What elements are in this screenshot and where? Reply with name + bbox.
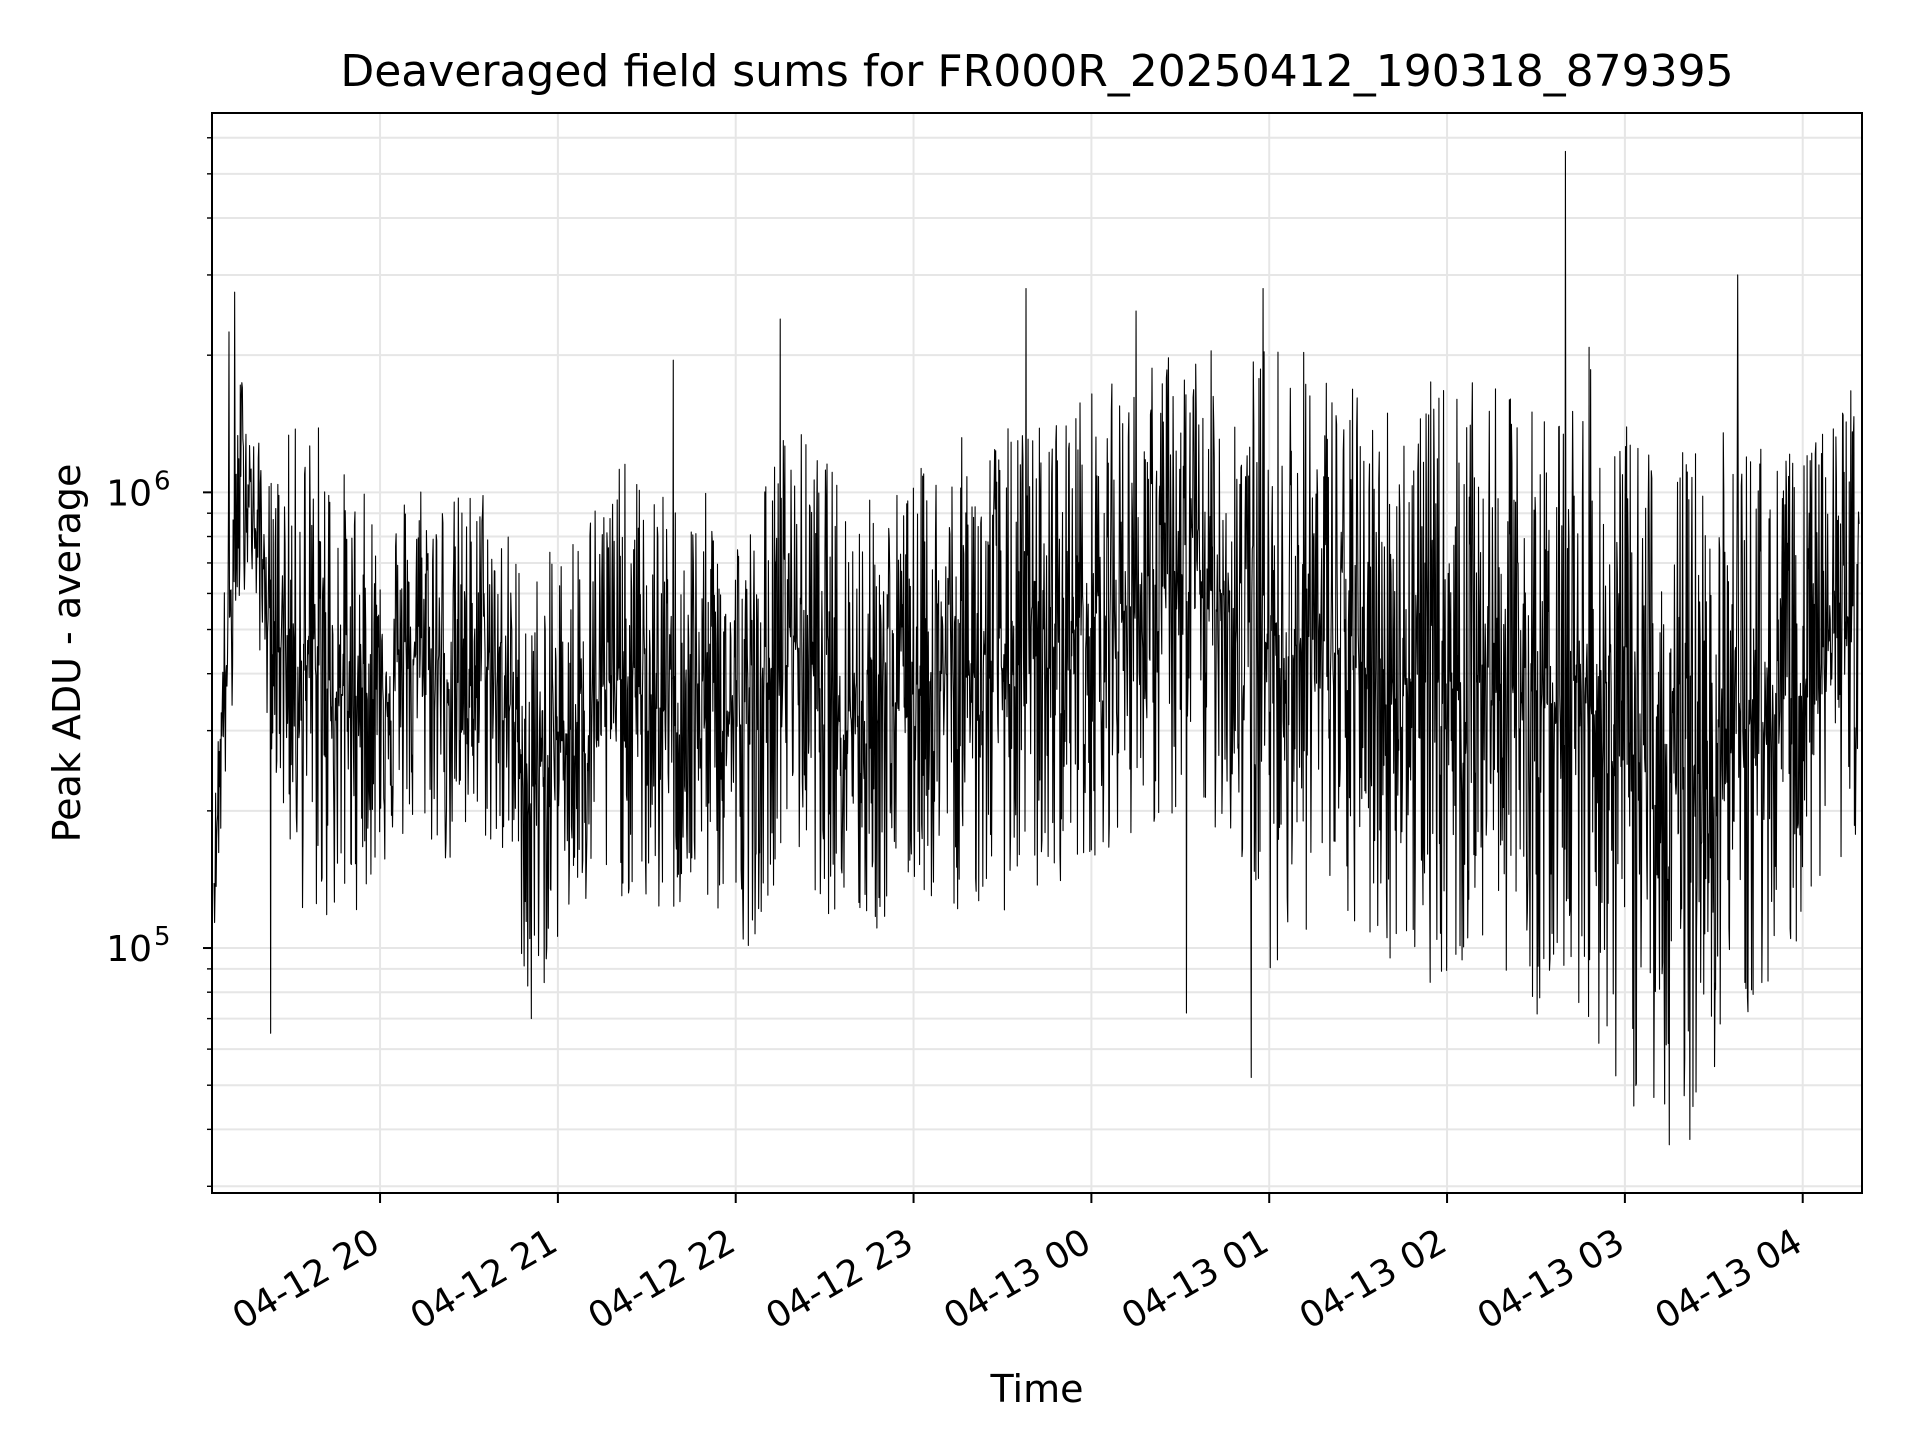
x-axis-label: Time — [990, 1367, 1084, 1411]
y-tick-label: 10 — [106, 473, 152, 514]
y-axis-label: Peak ADU - average — [45, 464, 89, 843]
y-tick-exponent: 6 — [154, 466, 171, 496]
y-tick-label: 10 — [106, 929, 152, 970]
series-line — [213, 150, 1860, 1146]
y-tick-exponent: 5 — [154, 922, 171, 952]
plot-frame — [211, 112, 1863, 1194]
data-series — [213, 150, 1860, 1146]
chart-title: Deaveraged field sums for FR000R_2025041… — [340, 46, 1733, 97]
